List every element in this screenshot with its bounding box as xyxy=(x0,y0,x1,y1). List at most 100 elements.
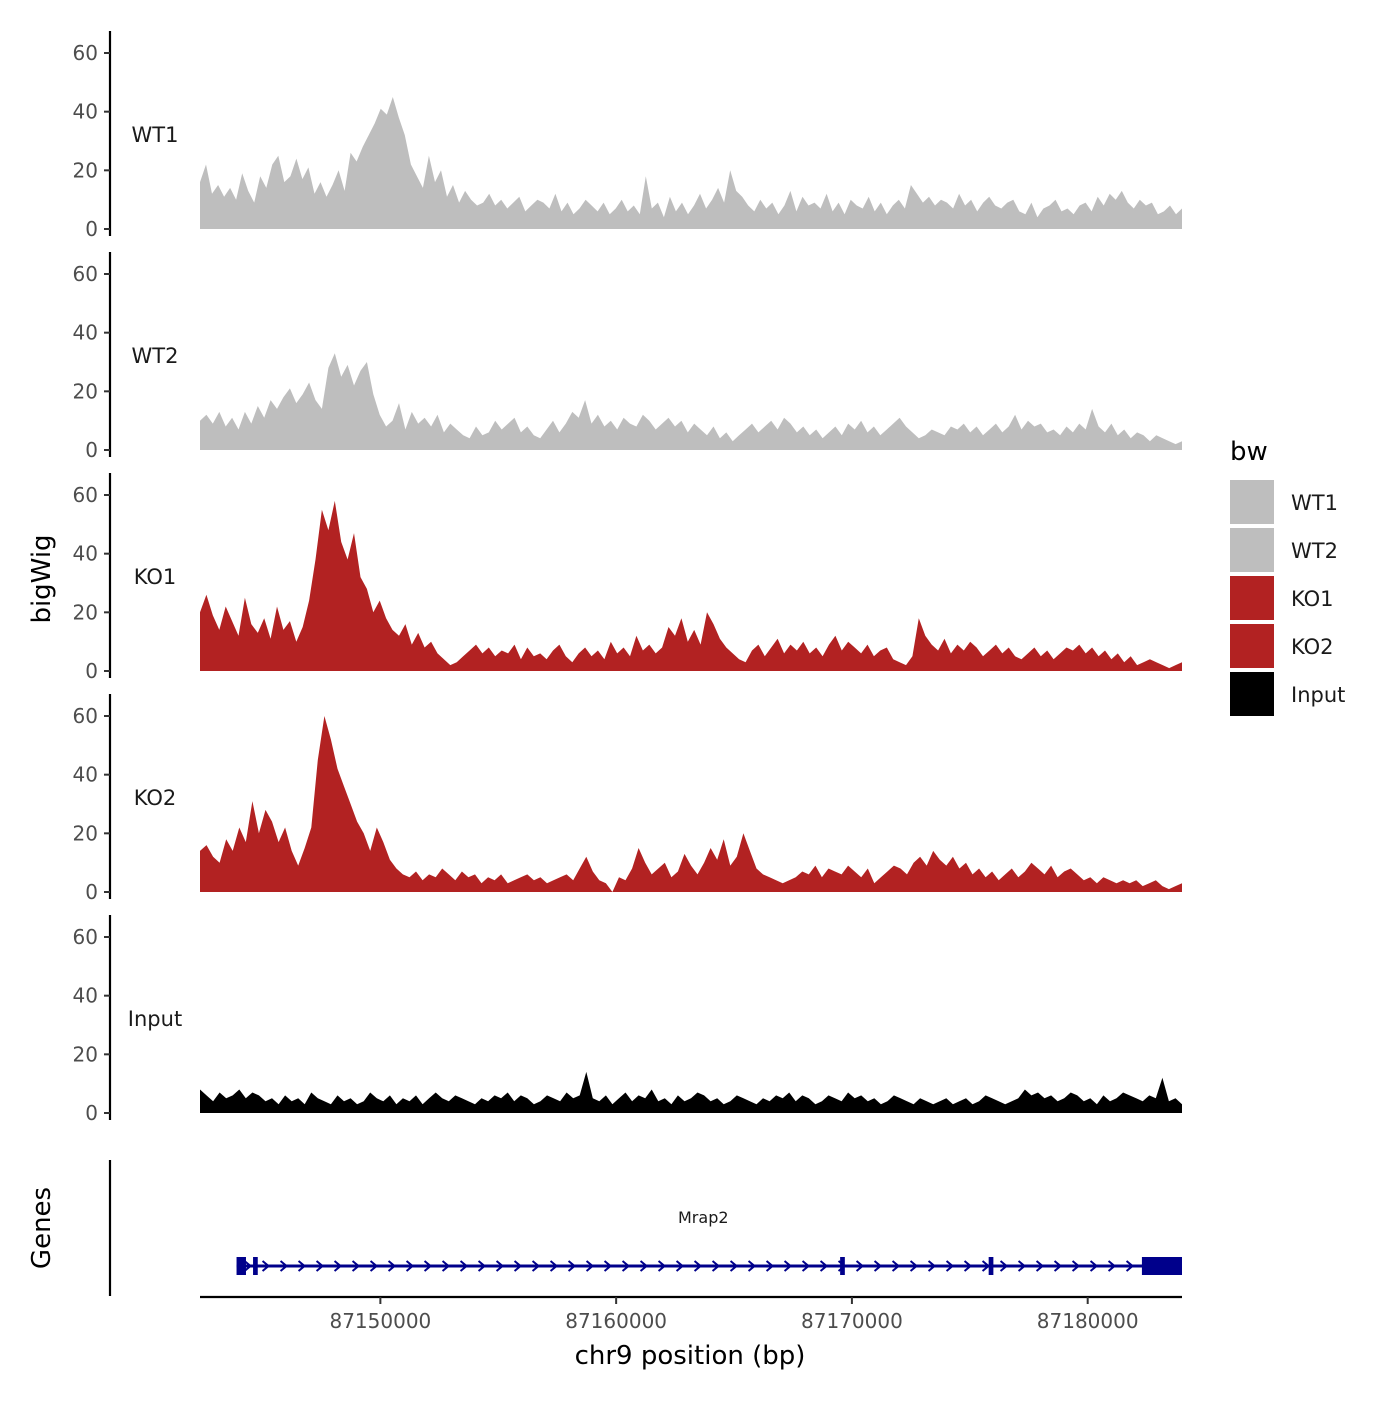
y-tick-label: 60 xyxy=(73,925,98,949)
x-axis: 87150000 87160000 87170000 87180000 xyxy=(200,1295,1182,1333)
exon xyxy=(1141,1257,1182,1275)
legend-key-wt1 xyxy=(1230,480,1274,524)
gene-mrap2: Mrap2 xyxy=(236,1208,1182,1275)
legend-label-input: Input xyxy=(1291,683,1345,707)
y-tick-label: 60 xyxy=(73,704,98,728)
strand-arrow xyxy=(369,1260,379,1272)
strand-arrow xyxy=(1035,1260,1045,1272)
legend-label-ko2: KO2 xyxy=(1291,635,1334,659)
strand-arrow xyxy=(531,1260,541,1272)
strand-arrow xyxy=(981,1260,991,1272)
y-tick-label: 0 xyxy=(85,659,98,683)
strand-arrow xyxy=(945,1260,955,1272)
coverage-area-wt1 xyxy=(200,97,1182,229)
strand-arrow xyxy=(927,1260,937,1272)
x-axis-title: chr9 position (bp) xyxy=(575,1341,806,1371)
strand-arrow xyxy=(873,1260,883,1272)
y-tick-label: 40 xyxy=(73,763,98,787)
y-tick-label: 40 xyxy=(73,100,98,124)
strand-arrow xyxy=(963,1260,973,1272)
y-tick-label: 20 xyxy=(73,600,98,624)
coverage-area-input xyxy=(200,1071,1182,1113)
track-ko1: 0 20 40 60 KO1 xyxy=(73,473,1182,683)
y-tick-label: 0 xyxy=(85,1101,98,1125)
track-ko2: 0 20 40 60 KO2 xyxy=(73,694,1182,904)
legend: bw WT1 WT2 KO1 KO2 Input xyxy=(1230,437,1345,716)
strand-arrow xyxy=(549,1260,559,1272)
strand-arrow xyxy=(333,1260,343,1272)
gene-label: Mrap2 xyxy=(678,1208,729,1227)
y-tick-label: 0 xyxy=(85,438,98,462)
y-tick-label: 60 xyxy=(73,262,98,286)
strand-arrow xyxy=(459,1260,469,1272)
track-label-ko1: KO1 xyxy=(134,565,177,589)
y-tick-label: 40 xyxy=(73,321,98,345)
track-label-input: Input xyxy=(128,1007,182,1031)
y-tick-label: 20 xyxy=(73,821,98,845)
track-label-wt2: WT2 xyxy=(132,344,179,368)
strand-arrow xyxy=(1107,1260,1117,1272)
strand-arrow xyxy=(909,1260,919,1272)
y-tick-label: 40 xyxy=(73,542,98,566)
track-input: 0 20 40 60 Input xyxy=(73,915,1182,1125)
y-tick-label: 0 xyxy=(85,880,98,904)
strand-arrow xyxy=(711,1260,721,1272)
gene-track-title: Genes xyxy=(27,1187,57,1269)
strand-arrow xyxy=(405,1260,415,1272)
x-tick-label: 87160000 xyxy=(565,1309,667,1333)
track-label-ko2: KO2 xyxy=(134,786,177,810)
strand-arrow xyxy=(639,1260,649,1272)
legend-label-ko1: KO1 xyxy=(1291,587,1334,611)
strand-arrow xyxy=(567,1260,577,1272)
strand-arrow xyxy=(351,1260,361,1272)
strand-arrow xyxy=(1125,1260,1135,1272)
gene-track: Mrap2 xyxy=(108,1160,1182,1296)
coverage-area-ko2 xyxy=(200,716,1182,892)
strand-arrow xyxy=(387,1260,397,1272)
y-tick-label: 20 xyxy=(73,379,98,403)
strand-arrow xyxy=(729,1260,739,1272)
legend-key-wt2 xyxy=(1230,528,1274,572)
y-tick-label: 60 xyxy=(73,483,98,507)
y-axis-title: bigWig xyxy=(27,534,57,623)
strand-arrow xyxy=(1053,1260,1063,1272)
strand-arrow xyxy=(621,1260,631,1272)
legend-key-input xyxy=(1230,672,1274,716)
strand-arrow xyxy=(243,1260,253,1272)
strand-arrow xyxy=(819,1260,829,1272)
strand-arrow xyxy=(441,1260,451,1272)
strand-arrow xyxy=(765,1260,775,1272)
strand-arrow xyxy=(603,1260,613,1272)
legend-key-ko2 xyxy=(1230,624,1274,668)
legend-label-wt1: WT1 xyxy=(1291,491,1338,515)
strand-arrow xyxy=(657,1260,667,1272)
strand-arrow xyxy=(747,1260,757,1272)
exon xyxy=(236,1257,246,1275)
y-tick-label: 20 xyxy=(73,1042,98,1066)
legend-label-wt2: WT2 xyxy=(1291,539,1338,563)
track-wt2: 0 20 40 60 WT2 xyxy=(73,252,1182,462)
x-tick-label: 87180000 xyxy=(1037,1309,1139,1333)
strand-arrow xyxy=(1089,1260,1099,1272)
strand-arrow xyxy=(423,1260,433,1272)
strand-arrow xyxy=(1071,1260,1081,1272)
legend-key-ko1 xyxy=(1230,576,1274,620)
exon xyxy=(840,1257,845,1275)
exon xyxy=(988,1257,994,1275)
coverage-area-wt2 xyxy=(200,353,1182,450)
strand-arrow xyxy=(261,1260,271,1272)
strand-arrow xyxy=(855,1260,865,1272)
x-tick-label: 87170000 xyxy=(801,1309,903,1333)
strand-arrow xyxy=(783,1260,793,1272)
track-label-wt1: WT1 xyxy=(132,123,179,147)
strand-arrow xyxy=(513,1260,523,1272)
strand-arrow xyxy=(297,1260,307,1272)
strand-arrow xyxy=(585,1260,595,1272)
strand-arrow xyxy=(891,1260,901,1272)
coverage-area-ko1 xyxy=(200,500,1182,671)
y-tick-label: 20 xyxy=(73,158,98,182)
strand-arrow xyxy=(495,1260,505,1272)
strand-arrow xyxy=(693,1260,703,1272)
